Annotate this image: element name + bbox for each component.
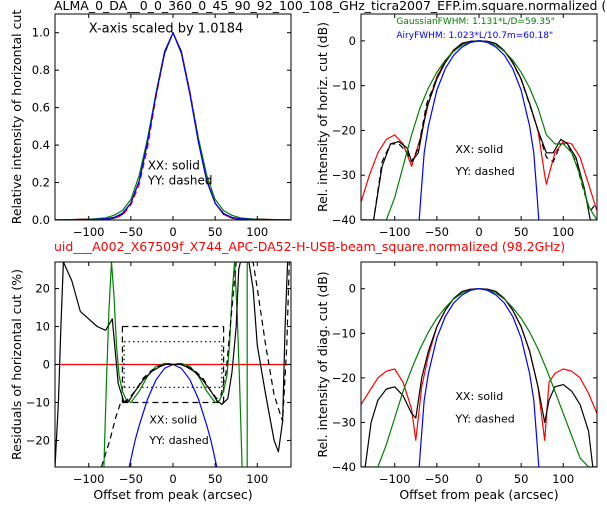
x-tick-label: −50 bbox=[119, 225, 143, 239]
x-tick-label: 50 bbox=[514, 225, 529, 239]
x-tick-label: 0 bbox=[169, 225, 176, 239]
y-axis-label: Residuals of horizontal cut (%) bbox=[9, 269, 24, 460]
x-tick-label: 50 bbox=[208, 472, 223, 486]
y-tick-label: −10 bbox=[26, 395, 50, 409]
y-tick-label: 0.8 bbox=[32, 63, 50, 77]
annotation-text: XX: solid bbox=[148, 158, 200, 172]
y-tick-label: 10 bbox=[35, 320, 50, 334]
x-tick-label: 0 bbox=[169, 472, 176, 486]
series-line-12 bbox=[55, 262, 291, 467]
series-group bbox=[55, 32, 291, 220]
series-line-13 bbox=[100, 262, 291, 467]
series-line-0 bbox=[361, 40, 597, 212]
annotation-text: GaussianFWHM: 1.131*L/D=59.35" bbox=[396, 17, 554, 27]
annotation-text: XX: solid bbox=[455, 390, 503, 403]
y-tick-label: 0.4 bbox=[32, 138, 50, 152]
x-tick-label: −100 bbox=[73, 472, 105, 486]
x-tick-label: 100 bbox=[552, 472, 574, 486]
annotation-text: XX: solid bbox=[149, 413, 197, 426]
x-tick-label: 100 bbox=[246, 472, 268, 486]
y-axis-label: Relative intensity of horizontal cut bbox=[9, 10, 24, 225]
series-line-1 bbox=[55, 32, 291, 220]
axes-frame bbox=[54, 13, 292, 221]
x-tick-label: 0 bbox=[475, 472, 482, 486]
chart-panel-tl: −100 −50 0 50 100 0.0 0.2 0.4 0.6 0.8 1.0 Relative … bbox=[9, 10, 292, 239]
x-tick-label: 50 bbox=[208, 225, 223, 239]
annotation-text: X-axis scaled by 1.0184 bbox=[89, 22, 244, 37]
series-group bbox=[361, 40, 597, 220]
y-tick-label: −10 bbox=[332, 79, 356, 93]
x-axis-label: Offset from peak (arcsec) bbox=[93, 487, 252, 502]
y-tick-label: 0.0 bbox=[32, 213, 50, 227]
annotation-text: YY: dashed bbox=[147, 173, 213, 187]
y-tick-label: −30 bbox=[332, 415, 356, 429]
series-group bbox=[55, 262, 291, 467]
axes-frame bbox=[360, 261, 598, 468]
y-tick-label: 0 bbox=[349, 282, 356, 296]
series-line-2 bbox=[361, 288, 597, 467]
figure-top-title: ALMA_0_DA__0_0_360_0_45_90_92_100_108_GH… bbox=[54, 0, 606, 13]
series-line-2 bbox=[55, 32, 291, 220]
series-line-3 bbox=[55, 32, 291, 220]
annotation-text: AiryFWHM: 1.023*L/10.7m=60.18" bbox=[396, 31, 553, 41]
y-tick-label: 20 bbox=[35, 282, 50, 296]
x-tick-label: 100 bbox=[552, 225, 574, 239]
y-axis-label: Rel. intensity of horiz. cut (dB) bbox=[315, 22, 330, 212]
y-tick-label: −40 bbox=[332, 213, 356, 227]
chart-panels: −100 −50 0 50 1000.00.20.40.60.81.0Relative … bbox=[9, 10, 598, 502]
y-tick-label: −30 bbox=[332, 168, 356, 182]
annotation-text: XX: solid bbox=[455, 143, 503, 156]
y-tick-label: 0.6 bbox=[32, 101, 50, 115]
x-tick-label: −100 bbox=[379, 225, 411, 239]
y-tick-label: −40 bbox=[332, 460, 356, 474]
series-line-3 bbox=[418, 288, 540, 467]
series-line-1 bbox=[361, 288, 597, 467]
annotation-text: YY: dashed bbox=[148, 434, 208, 447]
series-line-0 bbox=[55, 32, 291, 220]
x-tick-label: −100 bbox=[379, 472, 411, 486]
series-group bbox=[361, 288, 597, 467]
x-tick-label: 100 bbox=[246, 225, 268, 239]
y-tick-label: 0 bbox=[43, 358, 50, 372]
y-tick-label: −20 bbox=[332, 123, 356, 137]
x-tick-label: −50 bbox=[119, 472, 143, 486]
y-axis-label: Rel. intensity of diag. cut (dB) bbox=[315, 271, 330, 457]
annotation-text: YY: dashed bbox=[454, 412, 514, 425]
series-line-3 bbox=[361, 40, 597, 220]
y-tick-label: −20 bbox=[332, 371, 356, 385]
x-tick-label: −50 bbox=[425, 225, 449, 239]
y-tick-label: −20 bbox=[26, 433, 50, 447]
x-tick-label: 50 bbox=[514, 472, 529, 486]
x-tick-label: −50 bbox=[425, 472, 449, 486]
x-tick-label: 0 bbox=[475, 225, 482, 239]
x-tick-label: −100 bbox=[73, 225, 105, 239]
x-axis-label: Offset from peak (arcsec) bbox=[399, 487, 558, 502]
series-line-4 bbox=[418, 40, 540, 220]
y-tick-label: 0.2 bbox=[32, 176, 50, 190]
y-tick-label: 1.0 bbox=[32, 26, 50, 40]
figure-mid-title: uid___A002_X67509f_X744_APC-DA52-H-USB-b… bbox=[54, 239, 565, 254]
y-tick-label: 0 bbox=[349, 34, 356, 48]
annotation-text: YY: dashed bbox=[454, 165, 514, 178]
y-tick-label: −10 bbox=[332, 326, 356, 340]
